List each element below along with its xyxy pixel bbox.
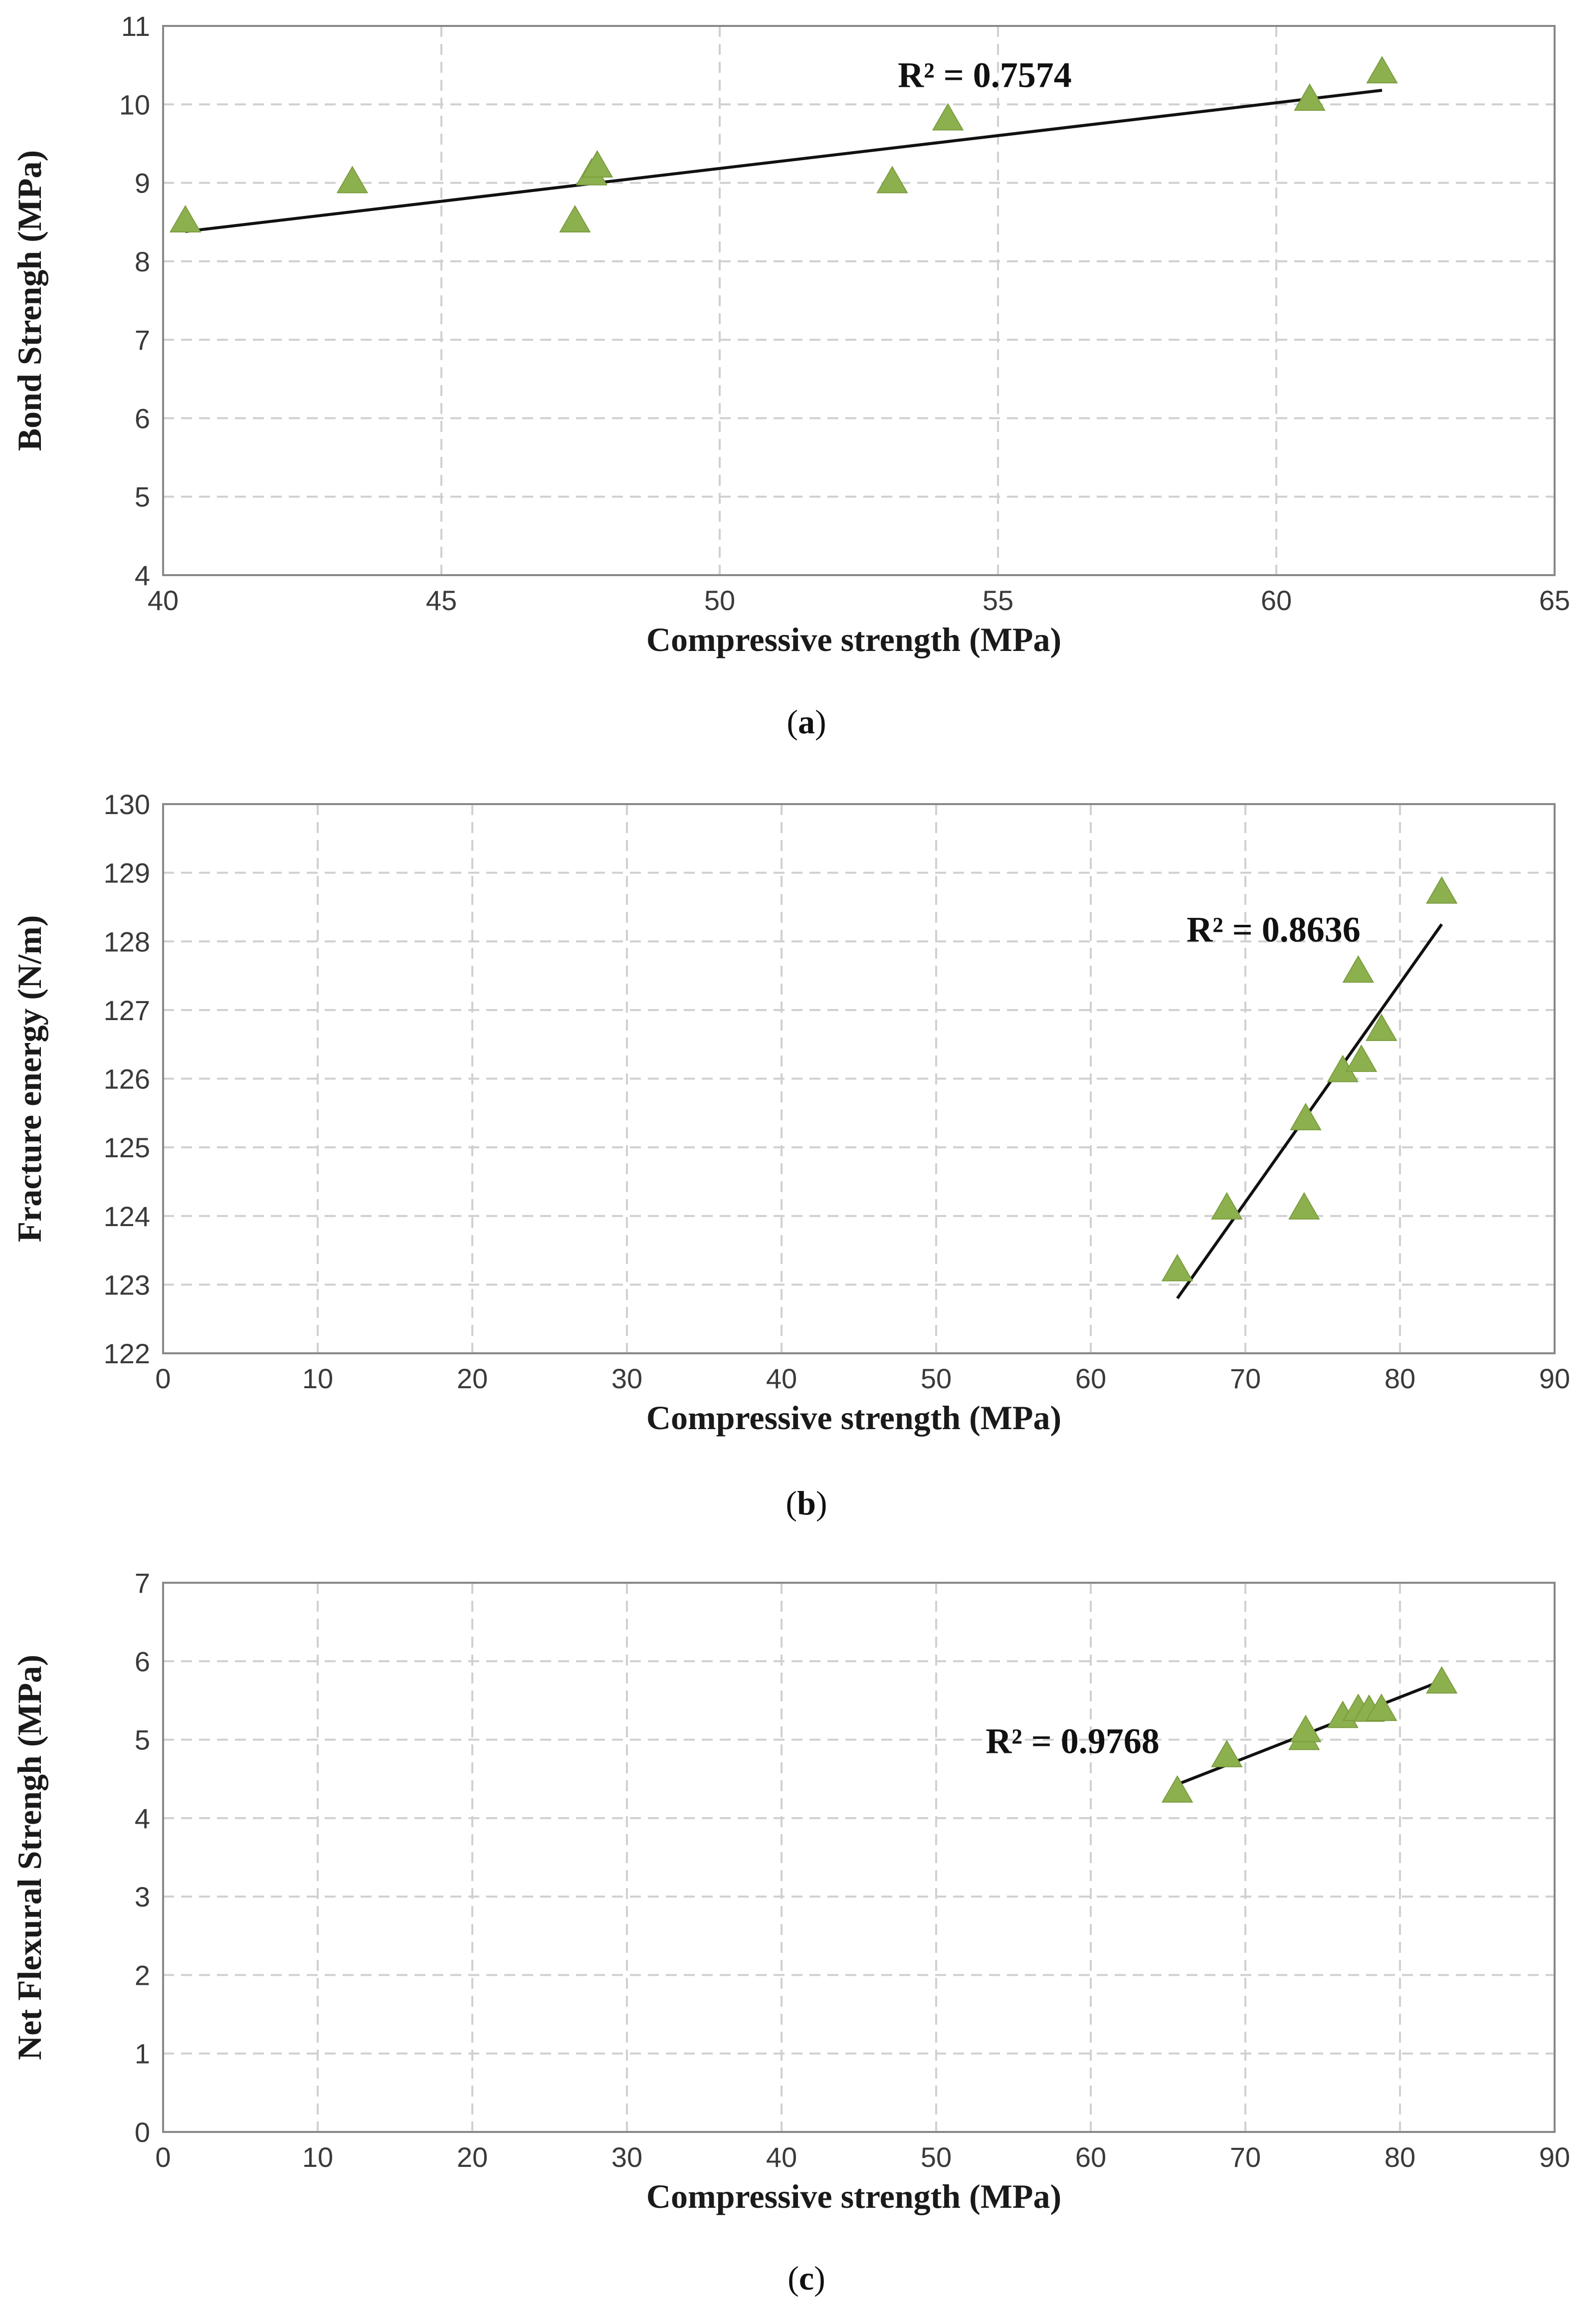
y-tick-label: 4: [135, 560, 150, 591]
x-tick-label: 20: [457, 1363, 488, 1394]
r2-annotation: R² = 0.9768: [986, 1721, 1160, 1761]
x-tick-label: 65: [1539, 585, 1570, 616]
x-tick-label: 30: [611, 2141, 642, 2173]
y-tick-label: 127: [104, 995, 150, 1026]
data-point: [1211, 1739, 1243, 1767]
y-tick-label: 130: [104, 789, 150, 820]
panel-caption: (a): [787, 703, 826, 741]
y-tick-label: 9: [135, 168, 150, 199]
data-point: [1290, 1102, 1322, 1130]
x-tick-label: 0: [155, 1363, 171, 1394]
x-tick-label: 50: [704, 585, 735, 616]
data-point: [1161, 1775, 1193, 1803]
x-tick-label: 60: [1075, 1363, 1106, 1394]
x-tick-label: 40: [766, 2141, 797, 2173]
plot-border: [162, 25, 1556, 576]
data-point: [1290, 1714, 1322, 1742]
x-tick-label: 80: [1385, 2141, 1415, 2173]
y-tick-label: 126: [104, 1063, 150, 1095]
y-tick-label: 7: [135, 324, 150, 356]
x-tick-label: 0: [155, 2141, 171, 2173]
y-tick-label: 7: [135, 1567, 150, 1599]
data-point: [1342, 955, 1375, 983]
x-tick-label: 20: [457, 2141, 488, 2173]
y-axis-title: Fracture energy (N/m): [10, 915, 48, 1243]
y-tick-label: 11: [121, 10, 150, 42]
data-point: [932, 103, 964, 131]
panel-caption: (c): [788, 2259, 825, 2297]
y-tick-label: 4: [135, 1803, 150, 1834]
data-point: [1425, 876, 1458, 904]
data-point: [1366, 1013, 1397, 1041]
y-tick-label: 122: [104, 1338, 150, 1369]
x-axis-title: Compressive strength (MPa): [646, 1399, 1061, 1437]
x-tick-label: 50: [921, 1363, 952, 1394]
x-tick-label: 55: [983, 585, 1013, 616]
y-tick-label: 3: [135, 1881, 150, 1912]
data-point: [1294, 83, 1326, 111]
plot-area: [162, 25, 1556, 576]
y-tick-label: 6: [135, 403, 150, 434]
y-tick-label: 129: [104, 857, 150, 889]
data-point: [876, 166, 908, 194]
y-tick-label: 123: [104, 1269, 150, 1300]
data-point: [336, 166, 369, 194]
y-axis-title: Net Flexural Strengh (MPa): [10, 1655, 48, 2060]
x-tick-label: 30: [611, 1363, 642, 1394]
x-tick-label: 90: [1539, 1363, 1570, 1394]
data-point: [1345, 1044, 1378, 1072]
data-point: [1288, 1192, 1320, 1220]
x-axis-title: Compressive strength (MPa): [646, 2177, 1061, 2215]
x-tick-label: 10: [302, 2141, 333, 2173]
x-tick-label: 80: [1385, 1363, 1415, 1394]
x-tick-label: 70: [1230, 1363, 1261, 1394]
x-tick-label: 60: [1261, 585, 1292, 616]
data-point: [1211, 1192, 1243, 1220]
data-point: [1161, 1254, 1193, 1281]
r2-annotation: R² = 0.7574: [898, 55, 1072, 95]
data-point: [1425, 1666, 1458, 1694]
plot-border: [162, 1582, 1556, 2133]
plot-border: [162, 803, 1556, 1354]
y-tick-label: 6: [135, 1646, 150, 1677]
y-tick-label: 5: [135, 481, 150, 513]
trendline: [185, 88, 1383, 233]
chart-panel-c: 0 10 20 30 40 50 60 70 80 90 0 1 2 3 4 5 6 7 Compressive s…: [10, 1567, 1570, 2297]
x-tick-label: 70: [1230, 2141, 1261, 2173]
chart-panel-b: 0 10 20 30 40 50 60 70 80 90 122 123 124 125 126 127 128…: [10, 789, 1570, 1522]
x-tick-label: 40: [766, 1363, 797, 1394]
y-tick-label: 0: [135, 2116, 150, 2148]
y-tick-label: 2: [135, 1959, 150, 1991]
plot-area: [162, 1582, 1556, 2133]
y-tick-label: 128: [104, 926, 150, 957]
x-tick-label: 10: [302, 1363, 333, 1394]
y-tick-label: 124: [104, 1201, 150, 1232]
r2-annotation: R² = 0.8636: [1187, 909, 1361, 949]
x-tick-label: 60: [1075, 2141, 1106, 2173]
data-point: [559, 205, 591, 232]
y-axis-title: Bond Strengh (MPa): [10, 150, 48, 451]
data-point: [1366, 1693, 1397, 1721]
y-tick-label: 1: [135, 2038, 150, 2070]
x-axis-title: Compressive strength (MPa): [646, 621, 1061, 658]
x-tick-label: 45: [426, 585, 457, 616]
y-tick-label: 125: [104, 1132, 150, 1163]
data-point: [581, 150, 613, 178]
y-tick-label: 8: [135, 246, 150, 277]
x-tick-label: 50: [921, 2141, 952, 2173]
x-tick-label: 40: [148, 585, 179, 616]
y-tick-label: 5: [135, 1724, 150, 1756]
data-point: [169, 205, 201, 232]
y-tick-label: 10: [119, 89, 150, 120]
data-point: [1366, 56, 1398, 84]
panel-caption: (b): [786, 1484, 827, 1522]
x-tick-label: 90: [1539, 2141, 1570, 2173]
